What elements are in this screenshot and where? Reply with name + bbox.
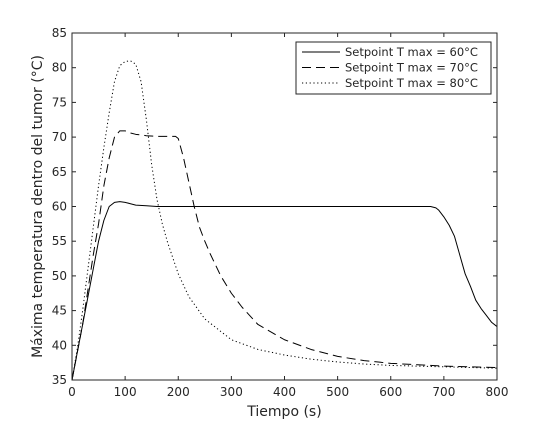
x-tick-label: 500 bbox=[326, 385, 349, 399]
x-tick-label: 800 bbox=[486, 385, 509, 399]
x-tick-label: 100 bbox=[114, 385, 137, 399]
legend: Setpoint T max = 60°C Setpoint T max = 70… bbox=[295, 41, 492, 95]
y-tick-label: 60 bbox=[52, 200, 67, 214]
y-tick-label: 80 bbox=[52, 61, 67, 75]
x-tick-label: 600 bbox=[379, 385, 402, 399]
x-tick-label: 200 bbox=[167, 385, 190, 399]
x-tick-label: 400 bbox=[273, 385, 296, 399]
y-tick-label: 85 bbox=[52, 26, 67, 40]
series-line-1 bbox=[71, 201, 498, 381]
y-tick-label: 55 bbox=[52, 234, 67, 248]
legend-label-3: Setpoint T max = 80°C bbox=[345, 76, 478, 90]
y-tick-label: 75 bbox=[52, 95, 67, 109]
y-axis: 35 40 45 50 55 60 65 70 75 80 85 bbox=[52, 26, 497, 387]
x-tick-label: 300 bbox=[220, 385, 243, 399]
y-tick-label: 35 bbox=[52, 373, 67, 387]
legend-label-1: Setpoint T max = 60°C bbox=[345, 45, 478, 59]
series-line-2 bbox=[71, 130, 498, 381]
legend-label-2: Setpoint T max = 70°C bbox=[345, 61, 478, 75]
x-axis-label: Tiempo (s) bbox=[246, 404, 321, 420]
y-tick-label: 50 bbox=[52, 269, 67, 283]
x-axis: 0 100 200 300 400 500 600 700 800 bbox=[68, 33, 508, 399]
y-tick-label: 70 bbox=[52, 130, 67, 144]
plot-lines bbox=[71, 60, 498, 381]
legend-box bbox=[295, 41, 492, 95]
series-line-3 bbox=[71, 60, 498, 381]
y-tick-label: 40 bbox=[52, 338, 67, 352]
y-axis-label: Máxima temperatura dentro del tumor (°C) bbox=[30, 55, 46, 358]
x-tick-label: 0 bbox=[68, 385, 76, 399]
x-tick-label: 700 bbox=[432, 385, 455, 399]
y-tick-label: 65 bbox=[52, 165, 67, 179]
y-tick-label: 45 bbox=[52, 304, 67, 318]
